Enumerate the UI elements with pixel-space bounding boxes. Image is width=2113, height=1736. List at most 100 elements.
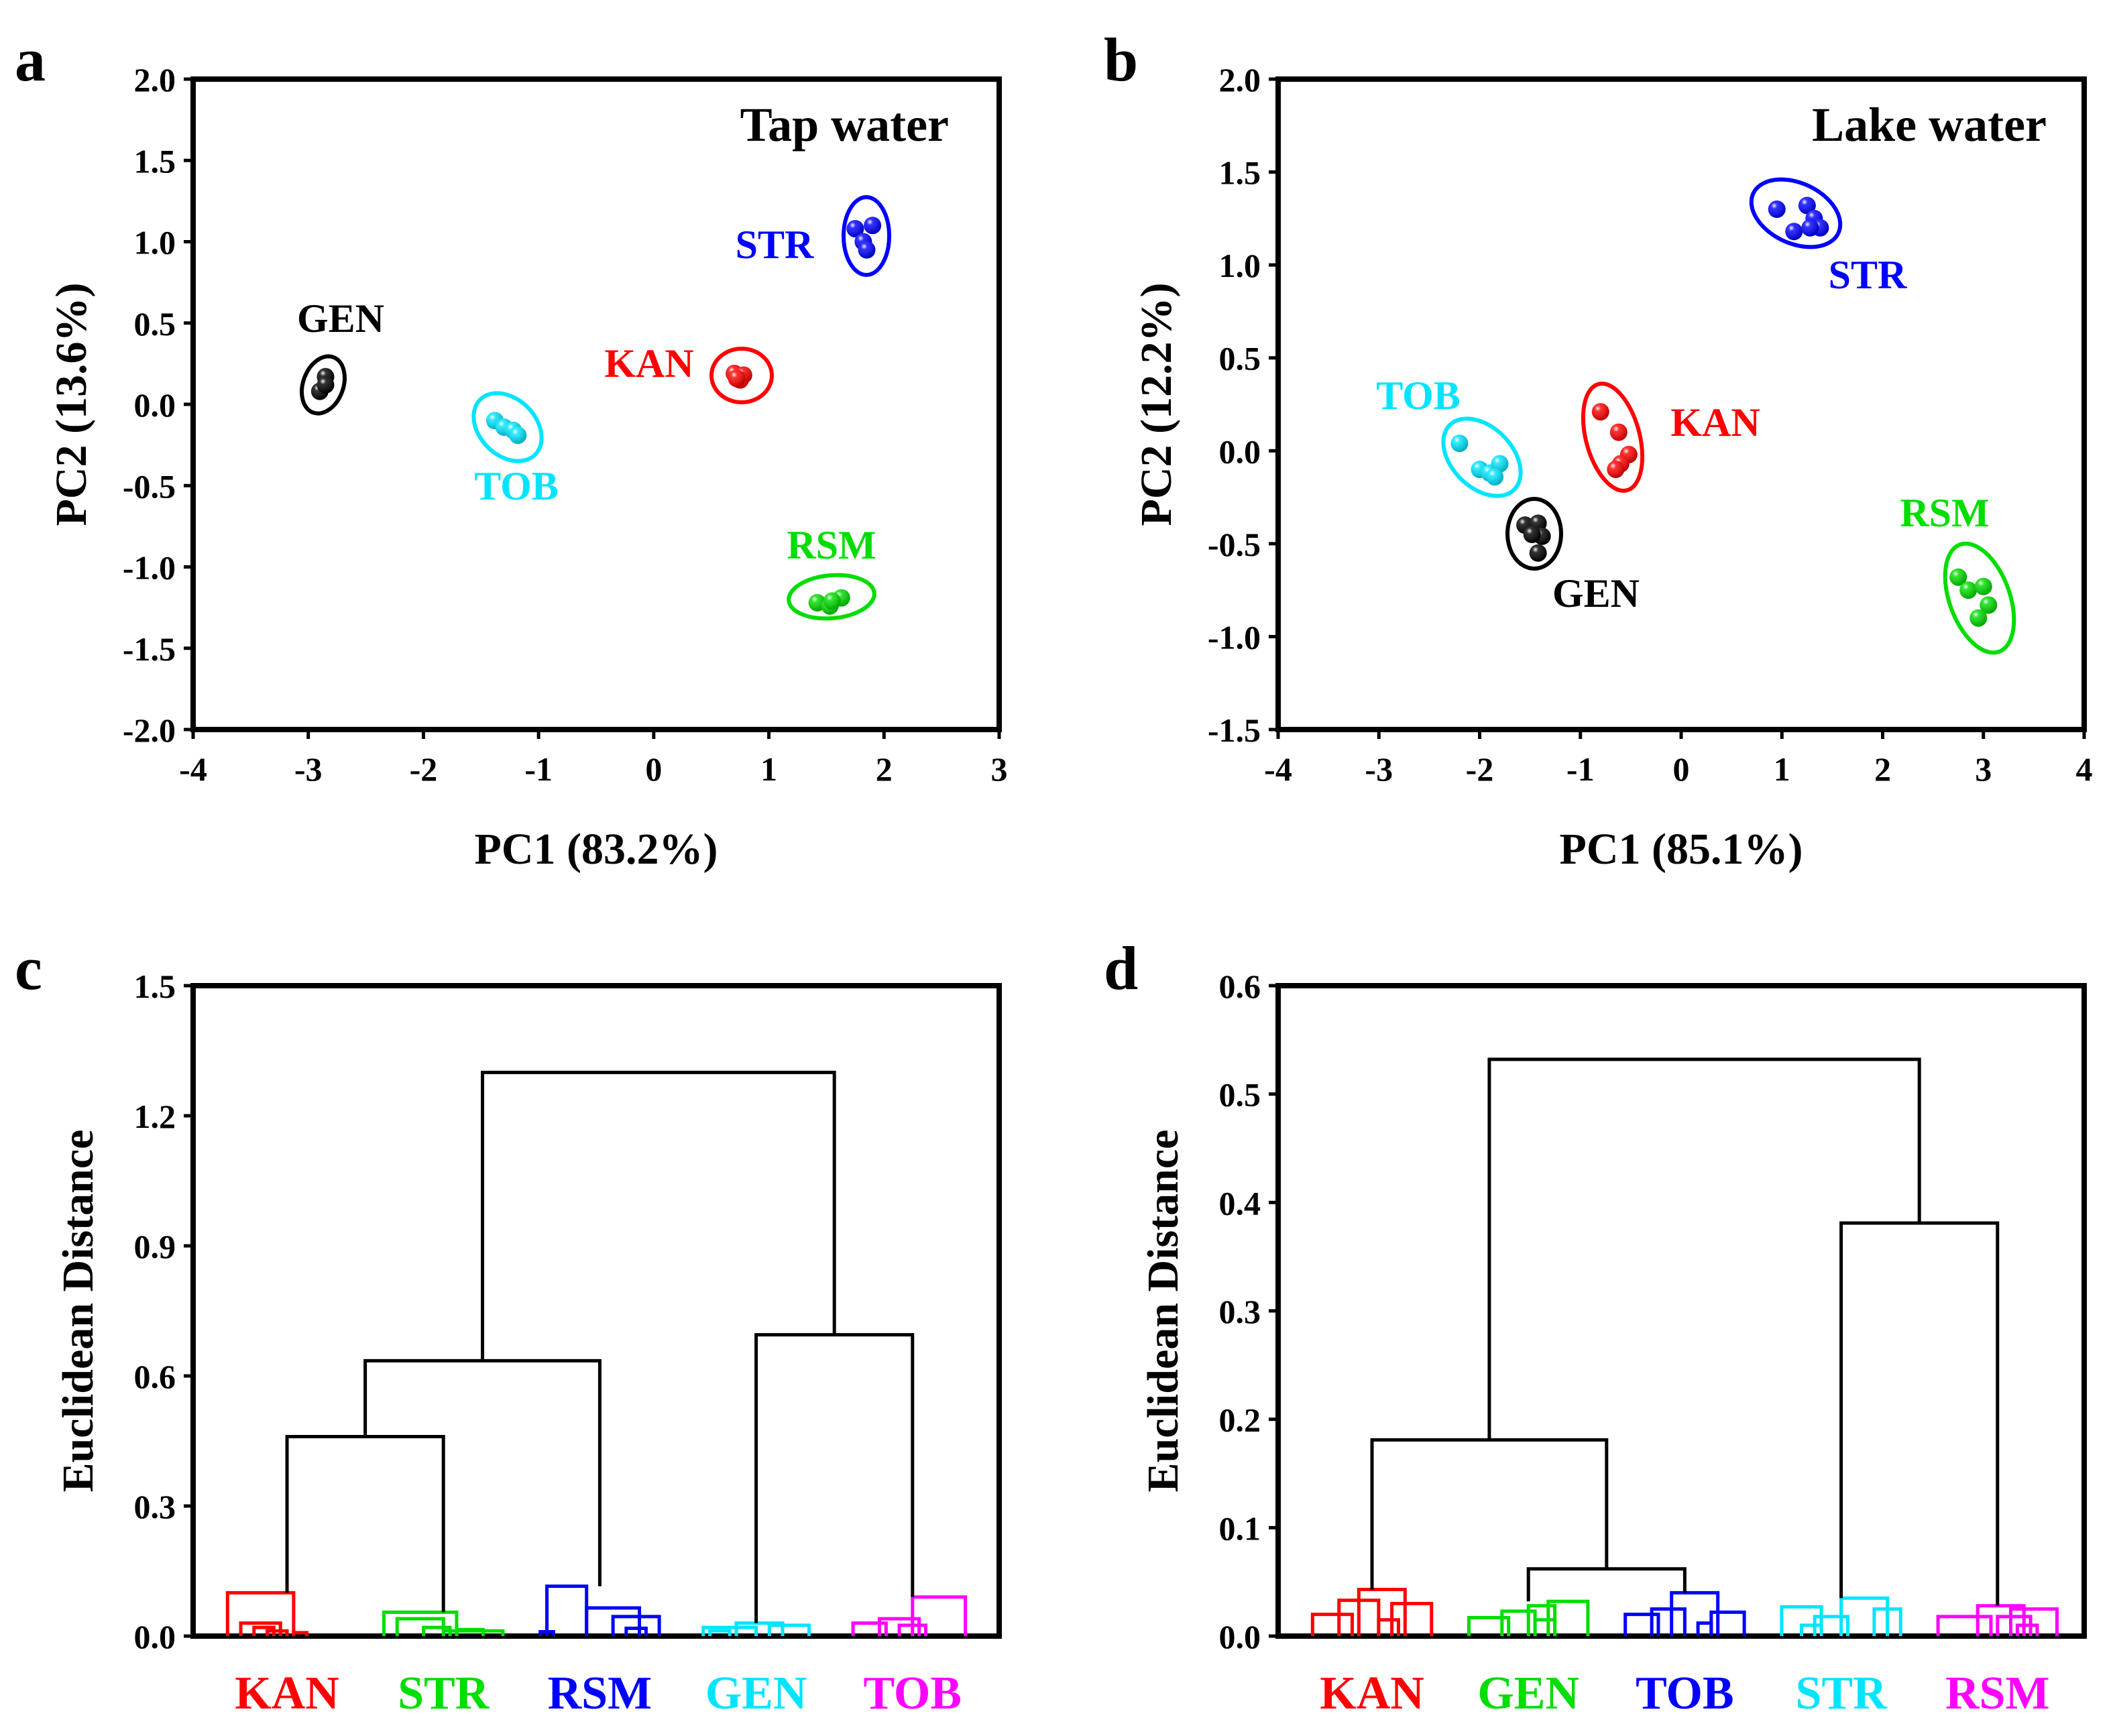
dendrogram-link-str bbox=[1839, 1596, 1890, 1636]
dendrogram-link-gen bbox=[701, 1625, 758, 1636]
dendrogram-link-tob bbox=[911, 1595, 968, 1636]
dendrogram-join bbox=[481, 1070, 836, 1361]
y-tick-label: 0.3 bbox=[134, 1488, 176, 1525]
y-tick-label: 0.6 bbox=[134, 1358, 176, 1395]
dendrogram-link-kan bbox=[1357, 1587, 1407, 1636]
dendrogram-link-tob bbox=[878, 1617, 921, 1636]
leaf-label-tob: TOB bbox=[864, 1668, 962, 1719]
x-tick-label: -4 bbox=[1264, 750, 1292, 788]
x-tick-label: 0 bbox=[645, 750, 662, 788]
x-tick-label: 2 bbox=[1874, 750, 1891, 788]
cluster-ellipse-gen bbox=[1505, 497, 1563, 571]
dendrogram-link-rsm bbox=[1936, 1615, 1993, 1636]
cluster-ellipse-rsm bbox=[1943, 541, 2016, 655]
data-point-shine bbox=[1949, 568, 1967, 586]
data-point-shine bbox=[1523, 526, 1541, 543]
y-tick-label: 2.0 bbox=[134, 61, 176, 99]
y-tick-label: 0.4 bbox=[1219, 1184, 1261, 1222]
dendrogram-join bbox=[285, 1435, 445, 1613]
x-tick-label: 3 bbox=[991, 750, 1008, 788]
plot-frame bbox=[190, 983, 1002, 1639]
data-point-shine bbox=[858, 241, 876, 259]
dendrogram-link-rsm bbox=[585, 1606, 642, 1636]
leaf-label-gen: GEN bbox=[705, 1668, 807, 1719]
dendrogram-link-str bbox=[1780, 1605, 1823, 1636]
data-point-shine bbox=[317, 375, 335, 394]
dendrogram-link-kan bbox=[225, 1590, 296, 1636]
y-tick-label: 0.5 bbox=[1219, 1076, 1261, 1114]
data-point-shine bbox=[509, 426, 527, 445]
series-label-str: STR bbox=[736, 223, 814, 267]
dendrogram-link-tob bbox=[1623, 1613, 1660, 1636]
cluster-ellipse-gen bbox=[300, 354, 347, 416]
series-label-rsm: RSM bbox=[1900, 491, 1989, 535]
data-point-shine bbox=[1450, 435, 1469, 453]
y-axis-label: PC2 (13.6%) bbox=[47, 283, 96, 526]
x-tick-label: -2 bbox=[1466, 750, 1494, 788]
y-tick-label: 1.2 bbox=[134, 1098, 176, 1135]
data-point-shine bbox=[1959, 581, 1978, 599]
series-label-str: STR bbox=[1829, 253, 1907, 297]
dendrogram-join bbox=[363, 1358, 602, 1586]
x-tick-label: -3 bbox=[1365, 750, 1393, 788]
panel-label-b: b bbox=[1104, 25, 1138, 94]
x-tick-label: -1 bbox=[524, 750, 553, 788]
data-point-shine bbox=[1785, 223, 1803, 241]
dendrogram-link-tob bbox=[1670, 1590, 1720, 1636]
x-tick-label: -2 bbox=[410, 750, 438, 788]
panel-label-a: a bbox=[15, 25, 46, 94]
plot-frame bbox=[190, 76, 1002, 732]
data-point-shine bbox=[1529, 544, 1547, 562]
data-point-shine bbox=[1980, 596, 1998, 614]
data-point-shine bbox=[823, 592, 842, 610]
data-point-shine bbox=[1609, 423, 1627, 441]
y-tick-label: 0.6 bbox=[1219, 968, 1261, 1005]
x-axis-label: PC1 (83.2%) bbox=[475, 825, 718, 874]
chart-title: Tap water bbox=[740, 98, 949, 152]
data-point-shine bbox=[864, 217, 882, 235]
dendrogram-link-tob bbox=[1650, 1607, 1687, 1636]
dendrogram-link-gen bbox=[1467, 1616, 1511, 1636]
dendrogram-link-rsm bbox=[538, 1630, 555, 1636]
x-tick-label: 2 bbox=[876, 750, 893, 788]
y-tick-label: 0.9 bbox=[134, 1228, 176, 1265]
dendrogram-link-kan bbox=[1377, 1618, 1400, 1636]
y-tick-label: 0.5 bbox=[134, 305, 176, 343]
dendrogram-link-tob bbox=[1696, 1621, 1713, 1636]
data-point-shine bbox=[846, 220, 864, 238]
dendrogram-join bbox=[1370, 1438, 1609, 1590]
series-label-gen: GEN bbox=[297, 296, 384, 341]
y-tick-label: -0.5 bbox=[1208, 526, 1261, 563]
data-point-shine bbox=[1798, 196, 1816, 215]
dendrogram-link-tob bbox=[897, 1623, 927, 1636]
y-tick-label: -0.5 bbox=[123, 467, 176, 505]
y-tick-label: 1.5 bbox=[134, 968, 176, 1005]
cluster-ellipse-tob bbox=[1441, 416, 1523, 498]
dendrogram-join bbox=[1526, 1567, 1687, 1602]
plot-frame bbox=[1275, 983, 2087, 1639]
data-point-shine bbox=[1974, 577, 1992, 595]
panel-label-c: c bbox=[15, 934, 42, 1002]
dendrogram-link-kan bbox=[292, 1631, 309, 1636]
data-point-shine bbox=[1969, 609, 1988, 627]
dendrogram-link-gen bbox=[708, 1629, 732, 1636]
data-point-shine bbox=[1591, 403, 1609, 421]
y-tick-label: 1.0 bbox=[134, 224, 176, 262]
data-point-shine bbox=[1768, 200, 1786, 218]
y-tick-label: 2.0 bbox=[1219, 61, 1261, 99]
panel-label-d: d bbox=[1104, 934, 1138, 1002]
series-label-tob: TOB bbox=[474, 464, 559, 508]
panel-a: a 2.0 1.5 1.0 0.5 0.0 -0.5 -1.0 -1.5 -2.0-4 -3 -2 -1… bbox=[15, 25, 1008, 874]
dendrogram-join bbox=[1839, 1221, 2000, 1606]
dendrogram-link-str bbox=[441, 1629, 505, 1636]
series-label-kan: KAN bbox=[604, 341, 693, 386]
x-tick-label: 1 bbox=[760, 750, 777, 788]
leaf-label-str: STR bbox=[1796, 1668, 1888, 1719]
y-tick-label: -1.5 bbox=[1208, 711, 1261, 749]
dendrogram-link-gen bbox=[734, 1621, 785, 1636]
cluster-ellipse-tob bbox=[471, 391, 544, 463]
y-tick-label: 1.0 bbox=[1219, 247, 1261, 284]
y-axis-label: Euclidean Distance bbox=[54, 1130, 103, 1493]
